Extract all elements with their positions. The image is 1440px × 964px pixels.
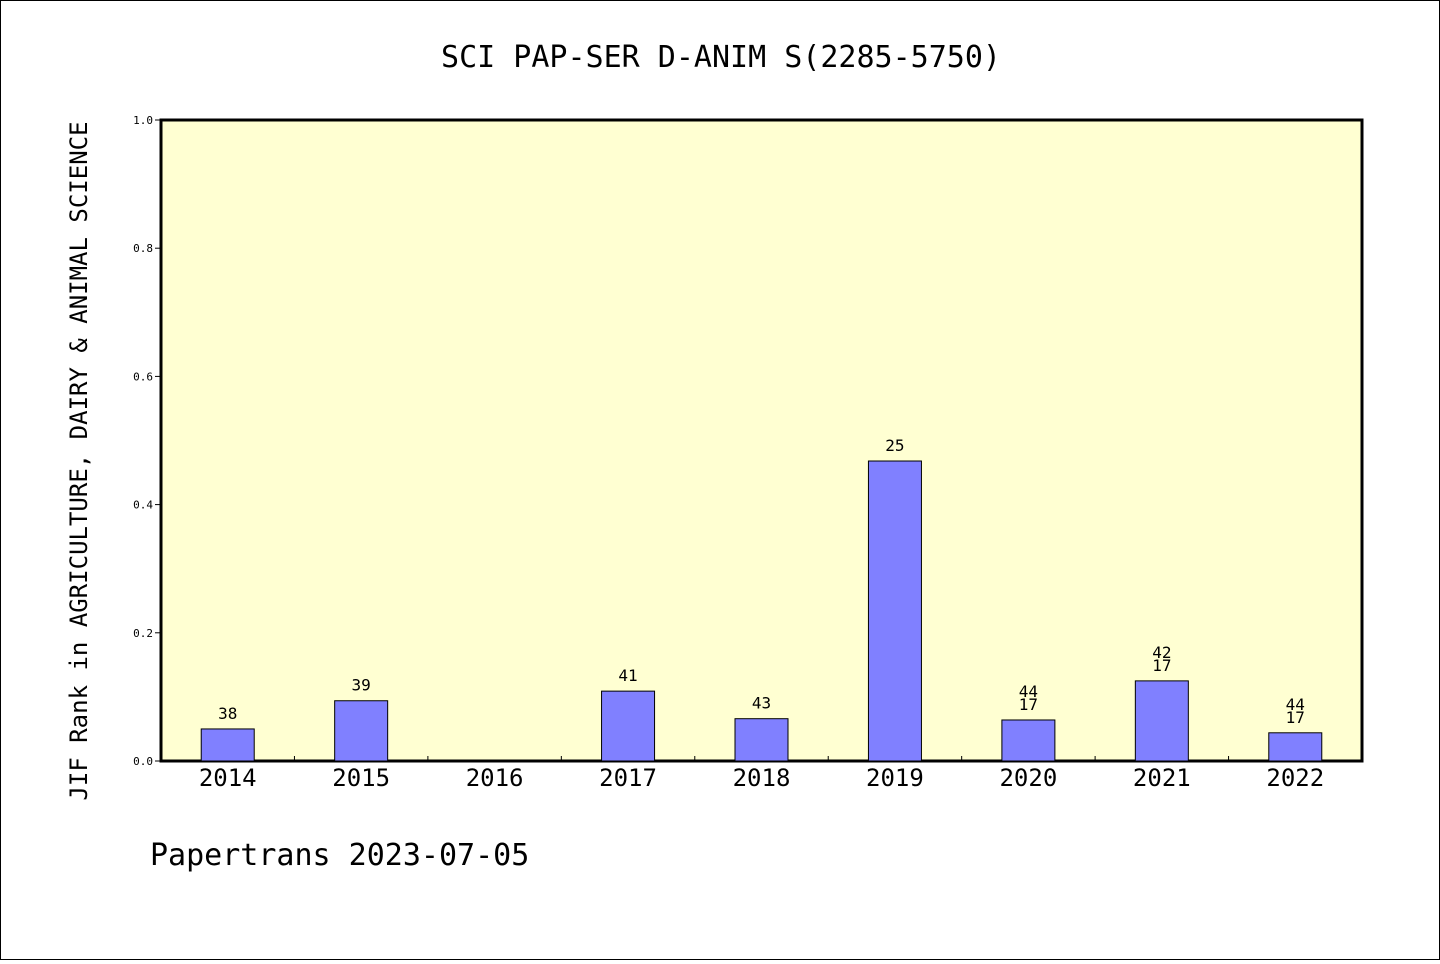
x-tick-label-2021: 2021 xyxy=(1133,764,1191,792)
data-label-2019-0: 25 xyxy=(885,436,904,455)
data-label-2018-0: 43 xyxy=(752,694,771,713)
x-tick-label-2016: 2016 xyxy=(466,764,524,792)
bar-2017 xyxy=(601,690,656,762)
y-tick-label-3: 0.6 xyxy=(133,370,153,383)
footer-text: Papertrans 2023-07-05 xyxy=(150,838,529,873)
plot-area xyxy=(159,118,1364,763)
y-axis-label: JIF Rank in AGRICULTURE, DAIRY & ANIMAL … xyxy=(65,121,93,800)
y-tick-label-0: 0.0 xyxy=(133,755,153,768)
data-label-2022-1: 17 xyxy=(1286,708,1305,727)
x-tick-label-2022: 2022 xyxy=(1266,764,1324,792)
x-tick-label-2015: 2015 xyxy=(332,764,390,792)
y-tick-label-1: 0.2 xyxy=(133,627,153,640)
data-label-2017-0: 41 xyxy=(618,666,637,685)
data-label-2021-1: 17 xyxy=(1152,656,1171,675)
bar-2021 xyxy=(1134,680,1189,762)
chart-title: SCI PAP-SER D-ANIM S(2285-5750) xyxy=(441,40,1001,75)
chart-marks: 0.0 0.2 0.4 0.6 0.8 1.0 2014 38 2015 39 2016 2017 41… xyxy=(133,114,1324,792)
x-tick-label-2017: 2017 xyxy=(599,764,657,792)
bar-2015 xyxy=(334,700,389,762)
data-label-2015-0: 39 xyxy=(352,676,371,695)
bar-2022 xyxy=(1268,732,1323,762)
y-tick-label-2: 0.4 xyxy=(133,499,153,512)
data-label-2022-0: 44 xyxy=(1286,695,1305,714)
data-label-2020-1: 17 xyxy=(1019,695,1038,714)
x-tick-label-2020: 2020 xyxy=(999,764,1057,792)
bar-2019 xyxy=(867,460,922,762)
data-label-2021-0: 42 xyxy=(1152,643,1171,662)
x-tick-label-2018: 2018 xyxy=(733,764,791,792)
x-tick-label-2014: 2014 xyxy=(199,764,257,792)
x-tick-label-2019: 2019 xyxy=(866,764,924,792)
data-label-2014-0: 38 xyxy=(218,704,237,723)
bar-2018 xyxy=(734,718,789,762)
y-tick-label-4: 0.8 xyxy=(133,242,153,255)
bar-2014 xyxy=(200,728,255,762)
data-label-2020-0: 44 xyxy=(1019,682,1038,701)
bar-2020 xyxy=(1001,719,1056,762)
y-tick-label-5: 1.0 xyxy=(133,114,153,127)
